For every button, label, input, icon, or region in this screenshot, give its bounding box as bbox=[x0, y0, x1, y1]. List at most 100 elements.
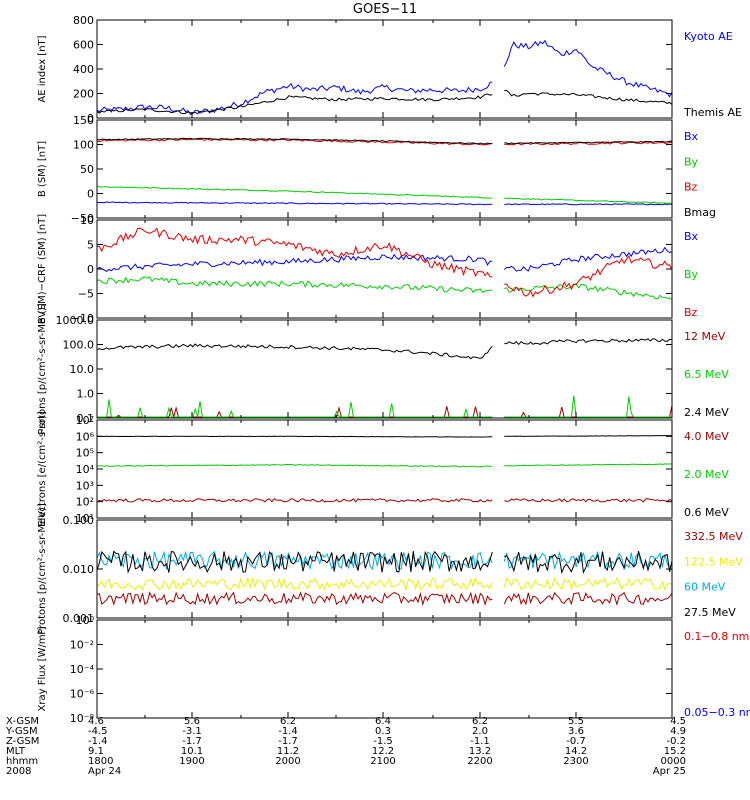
series-line-332-5-mev bbox=[97, 591, 493, 607]
y-axis-label: Xray Flux [W/m²] bbox=[37, 626, 48, 711]
legend-label: 0.1−0.8 nm bbox=[684, 630, 749, 643]
footer-value: 2300 bbox=[563, 756, 588, 767]
panel-1: 0 200 400 600 800 AE index [nT] Kyoto AE Themis… bbox=[37, 14, 742, 125]
footer-row-label: 2008 bbox=[6, 766, 31, 777]
footer-row-label: Y-GSM bbox=[5, 726, 38, 737]
y-tick-label: −10 bbox=[71, 312, 94, 325]
y-tick-label: 10⁻⁶ bbox=[70, 688, 95, 701]
legend-label: By bbox=[684, 268, 699, 281]
legend-label: 27.5 MeV bbox=[684, 606, 736, 619]
y-tick-label: 400 bbox=[73, 63, 94, 76]
series-line-by bbox=[504, 197, 672, 204]
y-tick-label: 150 bbox=[73, 114, 94, 127]
footer-value: 13.2 bbox=[469, 746, 491, 757]
y-tick-label: 10⁻² bbox=[70, 639, 94, 652]
footer-value: -1.4 bbox=[278, 726, 298, 737]
y-axis-label: B (SM) [nT] bbox=[37, 141, 48, 197]
footer-value: 4.9 bbox=[670, 726, 686, 737]
series-line-4-0-mev bbox=[504, 498, 672, 503]
legend-label: Bz bbox=[684, 306, 698, 319]
series-line-by bbox=[97, 276, 493, 294]
y-tick-label: 10³ bbox=[76, 479, 94, 492]
series-line-bx bbox=[97, 253, 493, 273]
y-tick-label: 0.100 bbox=[63, 514, 95, 527]
series-line-bx bbox=[97, 201, 493, 206]
footer-value: Apr 24 bbox=[88, 766, 121, 777]
series-line-bmag bbox=[97, 137, 493, 145]
y-tick-label: 10⁻⁴ bbox=[70, 663, 95, 676]
y-tick-label: 10⁴ bbox=[76, 463, 95, 476]
footer-row-label: hhmm bbox=[6, 756, 38, 767]
y-tick-label: 10⁷ bbox=[76, 414, 94, 427]
y-tick-label: 10¹ bbox=[76, 512, 94, 525]
legend-label: 4.0 MeV bbox=[684, 430, 729, 443]
footer-value: -0.7 bbox=[566, 736, 586, 747]
footer-value: 10.1 bbox=[181, 746, 203, 757]
y-tick-label: 100 bbox=[73, 139, 94, 152]
footer-value: 6.2 bbox=[280, 716, 296, 727]
legend-label: Bx bbox=[684, 130, 699, 143]
panel-5: 10¹ 10² 10³ 10⁴ 10⁵ 10⁶ 10⁷ Electrons [e/(cm²-s… bbox=[37, 411, 729, 527]
y-tick-label: 10⁶ bbox=[76, 430, 95, 443]
y-tick-label: 10⁰ bbox=[76, 614, 95, 627]
legend-label: By bbox=[684, 155, 699, 168]
panel-series-group bbox=[97, 550, 672, 607]
legend-label: 2.4 MeV bbox=[684, 406, 729, 419]
series-line-2-4-mev bbox=[97, 343, 493, 360]
y-tick-label: 200 bbox=[73, 88, 94, 101]
y-tick-label: 0.001 bbox=[63, 612, 95, 625]
legend-label: 332.5 MeV bbox=[684, 530, 743, 543]
series-line-2-4-mev bbox=[504, 338, 672, 346]
footer-value: -4.5 bbox=[88, 726, 108, 737]
y-tick-label: 0 bbox=[87, 263, 94, 276]
legend-label: Bx bbox=[684, 230, 699, 243]
panel-frame bbox=[96, 419, 673, 519]
footer-value: 2000 bbox=[275, 756, 300, 767]
footer-value: 14.2 bbox=[565, 746, 587, 757]
series-line-bmag bbox=[504, 140, 672, 145]
panel-frame bbox=[96, 319, 673, 419]
footer-value: 4.6 bbox=[88, 716, 104, 727]
footer-value: Apr 25 bbox=[653, 766, 686, 777]
legend-label: 12 MeV bbox=[684, 330, 726, 343]
series-line-27-5-mev bbox=[504, 550, 672, 575]
y-axis-label: AE index [nT] bbox=[37, 35, 48, 102]
footer-value: 2100 bbox=[370, 756, 395, 767]
footer-value: 0.3 bbox=[375, 726, 391, 737]
legend-label: Kyoto AE bbox=[684, 30, 733, 43]
footer-value: 6.4 bbox=[375, 716, 391, 727]
footer-row-label: X-GSM bbox=[6, 716, 39, 727]
panel-series-group bbox=[97, 227, 672, 300]
y-tick-label: 0.010 bbox=[63, 563, 95, 576]
panel-series-group bbox=[97, 435, 672, 503]
footer-value: 2200 bbox=[467, 756, 492, 767]
y-tick-label: 10² bbox=[76, 496, 94, 509]
footer-value: -0.2 bbox=[666, 736, 686, 747]
series-line-bx bbox=[504, 203, 672, 206]
footer-value: 5.5 bbox=[568, 716, 584, 727]
panel-frame bbox=[96, 19, 673, 119]
legend-label: Bmag bbox=[684, 206, 716, 219]
y-axis-label: Protons [p/(cm²-s-sr-MeV)] bbox=[37, 503, 48, 635]
y-axis-label: Protons [p/(cm²-s-sr-MeV)] bbox=[37, 303, 48, 435]
series-line-by bbox=[97, 186, 493, 199]
legend-label: Bz bbox=[684, 181, 698, 194]
series-line-122-5-mev bbox=[503, 576, 672, 591]
footer-value: 4.5 bbox=[670, 716, 686, 727]
series-line-0-6-mev bbox=[504, 435, 672, 437]
y-tick-label: 0.1 bbox=[77, 412, 95, 425]
series-line-2-0-mev bbox=[504, 463, 672, 467]
y-tick-label: 100.0 bbox=[63, 339, 95, 352]
legend-label: 6.5 MeV bbox=[684, 368, 729, 381]
footer-value: -1.5 bbox=[373, 736, 393, 747]
y-tick-label: 10⁵ bbox=[76, 447, 94, 460]
y-tick-label: 1.0 bbox=[77, 388, 95, 401]
series-line-60-mev bbox=[97, 550, 493, 571]
series-line-27-5-mev bbox=[97, 550, 493, 574]
series-line-6-5-mev bbox=[504, 395, 672, 418]
series-line-bx bbox=[503, 246, 672, 272]
footer-value: 12.2 bbox=[372, 746, 394, 757]
